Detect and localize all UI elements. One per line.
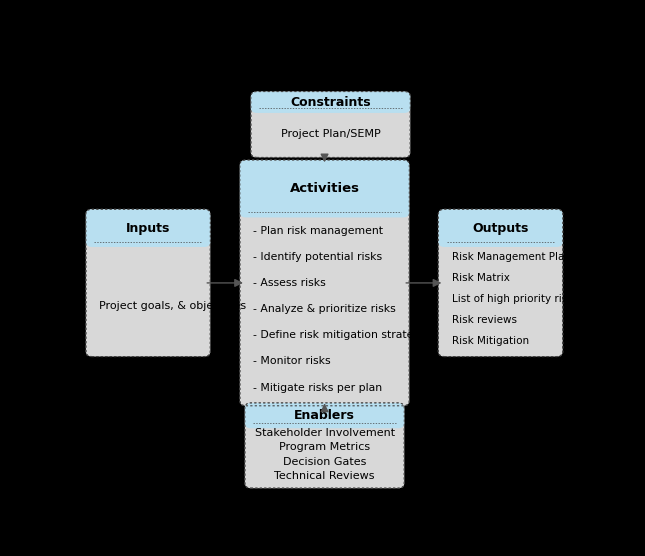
FancyBboxPatch shape <box>439 209 562 247</box>
Text: Stakeholder Involvement: Stakeholder Involvement <box>255 428 395 438</box>
FancyBboxPatch shape <box>86 209 210 247</box>
Text: Constraints: Constraints <box>290 96 371 109</box>
FancyBboxPatch shape <box>245 403 404 428</box>
FancyBboxPatch shape <box>439 209 562 356</box>
Text: List of high priority risks: List of high priority risks <box>451 294 579 304</box>
Text: - Mitigate risks per plan: - Mitigate risks per plan <box>253 383 382 393</box>
Text: Project Plan/SEMP: Project Plan/SEMP <box>281 129 381 139</box>
Text: Project goals, & objectives: Project goals, & objectives <box>99 301 246 311</box>
Text: - Plan risk management: - Plan risk management <box>253 226 383 236</box>
Text: Risk Management Plan: Risk Management Plan <box>451 251 571 261</box>
Text: Technical Reviews: Technical Reviews <box>274 471 375 481</box>
Text: - Define risk mitigation strategy: - Define risk mitigation strategy <box>253 330 427 340</box>
Text: Inputs: Inputs <box>126 222 170 235</box>
Text: - Analyze & prioritize risks: - Analyze & prioritize risks <box>253 304 396 314</box>
FancyBboxPatch shape <box>240 160 410 406</box>
FancyBboxPatch shape <box>245 403 404 488</box>
FancyBboxPatch shape <box>251 92 410 157</box>
Text: - Assess risks: - Assess risks <box>253 278 326 288</box>
Text: Risk Mitigation: Risk Mitigation <box>451 336 529 346</box>
Text: - Identify potential risks: - Identify potential risks <box>253 252 382 262</box>
Text: Outputs: Outputs <box>472 222 529 235</box>
FancyBboxPatch shape <box>240 160 410 217</box>
FancyBboxPatch shape <box>86 209 210 356</box>
Text: Risk Matrix: Risk Matrix <box>451 272 510 282</box>
Text: Activities: Activities <box>290 182 359 195</box>
FancyBboxPatch shape <box>251 92 410 113</box>
Text: Risk reviews: Risk reviews <box>451 315 517 325</box>
Text: Program Metrics: Program Metrics <box>279 443 370 453</box>
Text: Enablers: Enablers <box>294 409 355 422</box>
Text: - Monitor risks: - Monitor risks <box>253 356 331 366</box>
Text: Decision Gates: Decision Gates <box>283 456 366 466</box>
